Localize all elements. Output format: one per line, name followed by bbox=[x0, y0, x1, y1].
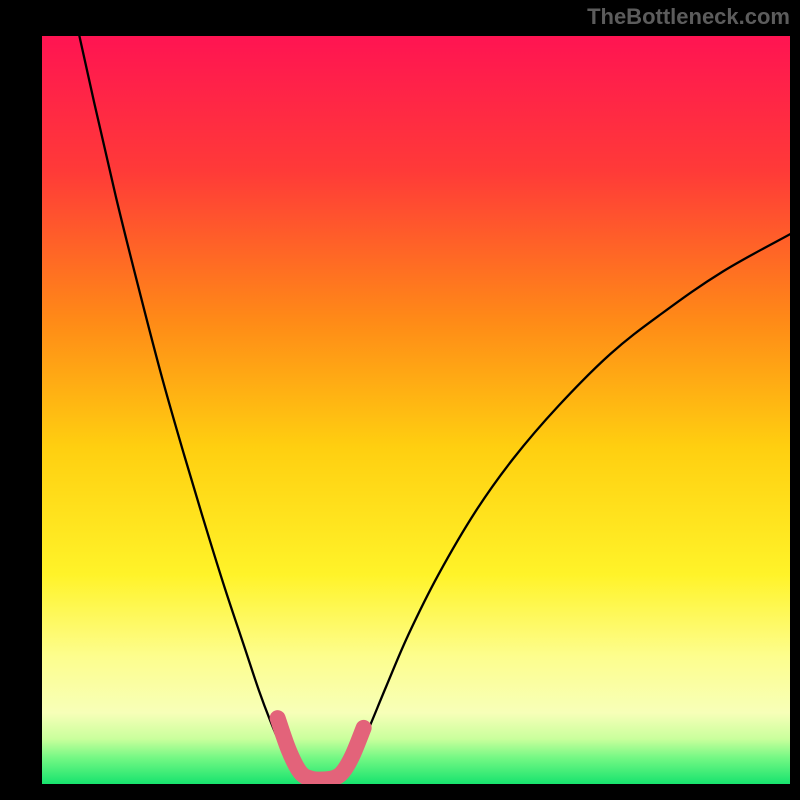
chart-frame: TheBottleneck.com bbox=[0, 0, 800, 800]
plot-area bbox=[42, 36, 790, 784]
watermark-text: TheBottleneck.com bbox=[587, 4, 790, 30]
gradient-background bbox=[42, 36, 790, 784]
bottleneck-chart bbox=[42, 36, 790, 784]
